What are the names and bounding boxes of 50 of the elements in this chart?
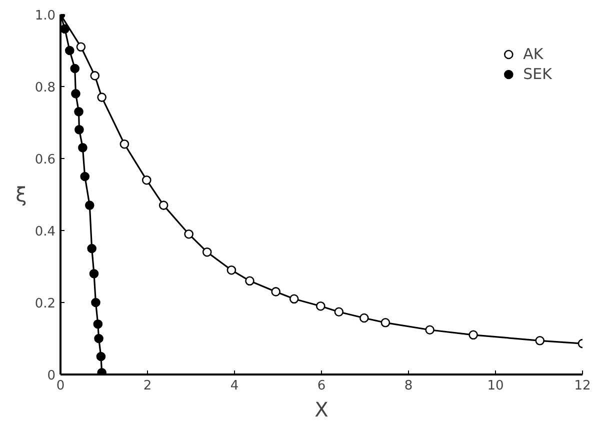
point <box>271 287 280 296</box>
legend-label: AK <box>523 45 544 63</box>
y-tick-label: 0.4 <box>34 224 56 240</box>
point <box>158 200 168 210</box>
x-tick-label: 6 <box>317 378 326 394</box>
point <box>97 92 106 102</box>
point <box>380 318 390 328</box>
point <box>120 139 130 149</box>
point <box>60 24 70 34</box>
point <box>468 330 478 340</box>
point <box>289 294 299 304</box>
x-tick-label: 2 <box>143 378 152 394</box>
point <box>226 265 236 275</box>
point <box>93 319 103 329</box>
point <box>91 298 100 308</box>
point <box>78 143 88 152</box>
point <box>70 64 80 74</box>
point <box>96 352 106 362</box>
x-tick-label: 10 <box>487 378 504 394</box>
point <box>87 244 96 254</box>
point <box>89 269 99 278</box>
point <box>245 276 254 286</box>
y-tick-label: 0 <box>47 368 56 384</box>
point <box>334 307 344 316</box>
point <box>535 336 545 346</box>
point <box>425 325 434 334</box>
y-tick-label: 0.6 <box>34 152 56 168</box>
y-tick-label: 0.8 <box>34 80 56 96</box>
point <box>184 229 194 239</box>
point <box>80 172 90 182</box>
point <box>142 175 152 185</box>
x-tick-label: 4 <box>230 378 239 394</box>
x-axis-title: X <box>314 398 329 422</box>
point <box>359 313 369 323</box>
x-tick-label: 8 <box>404 378 413 394</box>
point <box>76 42 86 52</box>
point <box>202 247 212 257</box>
legend-label: SEK <box>523 65 552 83</box>
point <box>64 46 74 56</box>
y-axis-title: ξ <box>16 182 27 206</box>
point <box>84 200 94 210</box>
point <box>90 71 100 80</box>
point <box>74 107 84 116</box>
point <box>316 301 326 311</box>
point <box>74 125 84 134</box>
y-tick-label: 1.0 <box>34 8 56 24</box>
point <box>71 89 80 98</box>
x-tick-label: 12 <box>574 378 591 394</box>
point <box>94 334 104 344</box>
y-tick-label: 0.2 <box>34 296 56 312</box>
